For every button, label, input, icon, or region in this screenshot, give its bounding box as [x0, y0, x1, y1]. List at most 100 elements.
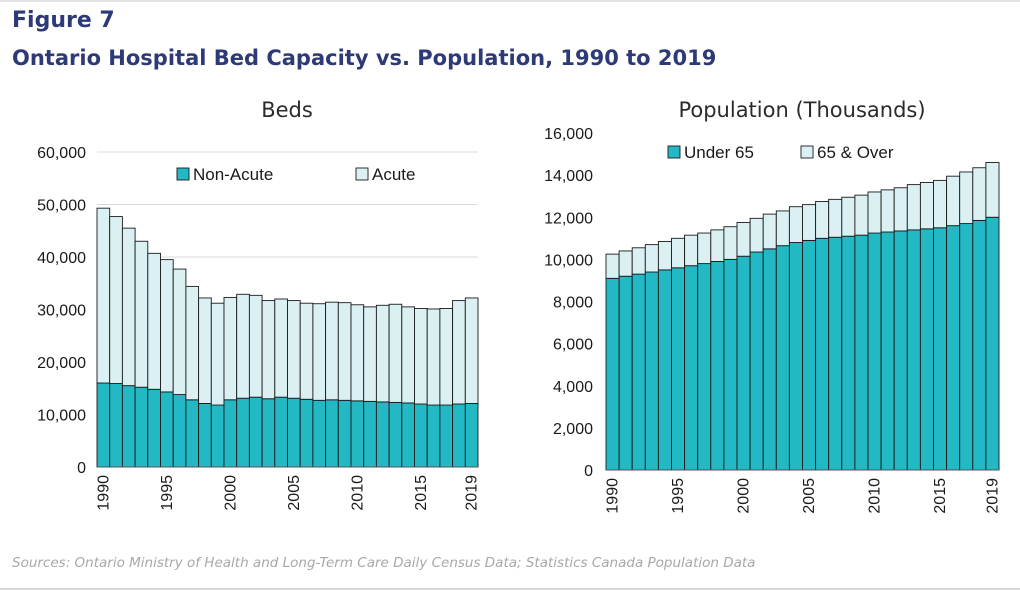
- bar-primary-2014: [919, 228, 934, 471]
- bar-secondary-1996: [172, 268, 187, 396]
- bar-secondary-2006: [299, 302, 314, 400]
- y-tick-label: 16,000: [544, 126, 593, 143]
- y-tick-label: 40,000: [37, 250, 86, 267]
- y-tick-label: 12,000: [544, 210, 593, 227]
- bar-primary-2000: [736, 255, 751, 471]
- bar-primary-2008: [841, 235, 856, 471]
- bar-primary-2019: [464, 403, 479, 468]
- figure-label: Figure 7: [12, 8, 115, 33]
- bar-secondary-2013: [388, 303, 403, 403]
- bar-secondary-1990: [605, 253, 620, 279]
- bar-secondary-1997: [185, 285, 200, 401]
- bar-primary-2007: [828, 236, 843, 471]
- bar-secondary-1998: [198, 297, 212, 404]
- bar-primary-2005: [287, 397, 301, 468]
- legend-label: Acute: [372, 165, 415, 184]
- bar-primary-2003: [261, 398, 276, 468]
- bar-primary-2006: [815, 237, 830, 471]
- bar-secondary-2012: [893, 187, 908, 232]
- bar-secondary-2007: [312, 303, 327, 401]
- bar-primary-2011: [363, 400, 377, 468]
- bar-secondary-1997: [697, 232, 712, 265]
- x-tick-label: 1990: [605, 478, 622, 514]
- bar-primary-1990: [96, 382, 111, 468]
- bar-primary-1999: [723, 258, 738, 471]
- bar-primary-2009: [337, 399, 352, 468]
- bar-primary-1992: [121, 385, 136, 468]
- bar-primary-1993: [134, 386, 149, 468]
- bar-primary-2008: [325, 399, 339, 468]
- x-tick-label: 2019: [984, 478, 1001, 514]
- x-tick-label: 2019: [464, 475, 481, 511]
- bar-primary-1992: [631, 273, 646, 471]
- bar-secondary-2004: [788, 206, 803, 243]
- bar-secondary-2009: [337, 302, 352, 401]
- bar-primary-2004: [274, 396, 288, 468]
- bar-secondary-2018: [452, 300, 466, 405]
- x-tick-label: 2015: [932, 478, 949, 514]
- bar-primary-2004: [788, 242, 803, 471]
- chart-title: Population (Thousands): [678, 98, 925, 122]
- bar-secondary-2011: [363, 306, 377, 402]
- y-tick-label: 0: [584, 463, 593, 480]
- y-tick-label: 50,000: [37, 198, 86, 215]
- bar-primary-1993: [644, 271, 659, 471]
- legend-swatch: [176, 167, 190, 181]
- bar-primary-2010: [867, 232, 882, 471]
- bar-primary-2017: [439, 404, 454, 468]
- legend-swatch: [355, 167, 369, 181]
- bar-primary-2017: [959, 223, 974, 471]
- bar-secondary-1994: [147, 252, 161, 390]
- bar-primary-2013: [906, 229, 921, 471]
- legend-label: 65 & Over: [817, 143, 894, 162]
- bar-secondary-1992: [121, 227, 136, 387]
- bar-secondary-2003: [775, 210, 790, 247]
- bar-secondary-1994: [657, 241, 672, 271]
- bar-secondary-2019: [464, 297, 479, 404]
- bar-secondary-2000: [223, 296, 238, 401]
- figure-title: Ontario Hospital Bed Capacity vs. Popula…: [12, 46, 717, 70]
- bar-primary-1991: [109, 383, 123, 468]
- legend-swatch: [800, 145, 814, 159]
- bar-primary-2011: [880, 231, 895, 471]
- bar-secondary-2002: [248, 294, 263, 398]
- chart-title: Beds: [261, 98, 313, 122]
- source-note: Sources: Ontario Ministry of Health and …: [12, 555, 756, 571]
- bar-secondary-1991: [109, 216, 123, 384]
- y-tick-label: 10,000: [544, 252, 593, 269]
- bar-primary-2002: [248, 396, 263, 468]
- bar-secondary-2001: [236, 293, 250, 399]
- bar-secondary-2015: [414, 308, 428, 405]
- bar-primary-1999: [210, 404, 225, 468]
- bar-secondary-1993: [134, 240, 149, 388]
- bar-secondary-2019: [985, 162, 1000, 218]
- bar-secondary-2011: [880, 189, 895, 233]
- bar-secondary-2008: [841, 196, 856, 237]
- bar-secondary-1993: [644, 244, 659, 273]
- bar-primary-2010: [350, 400, 365, 468]
- bar-primary-2016: [426, 404, 441, 468]
- bar-secondary-2007: [828, 198, 843, 238]
- bar-secondary-2014: [401, 306, 415, 404]
- bar-primary-1995: [160, 391, 174, 468]
- bar-primary-2018: [452, 403, 466, 468]
- x-tick-label: 2005: [286, 475, 303, 511]
- y-tick-label: 8,000: [553, 295, 593, 312]
- bar-secondary-2002: [762, 213, 777, 250]
- x-tick-label: 2000: [736, 478, 753, 514]
- bar-secondary-2012: [375, 304, 390, 403]
- bar-secondary-2010: [867, 191, 882, 234]
- bar-secondary-2005: [802, 204, 817, 241]
- bar-primary-1995: [671, 267, 686, 471]
- y-tick-label: 14,000: [544, 168, 593, 185]
- bar-secondary-2018: [972, 167, 987, 221]
- bar-secondary-2016: [426, 308, 441, 406]
- x-tick-label: 2010: [867, 478, 884, 514]
- bar-secondary-2004: [274, 298, 288, 398]
- bar-primary-1997: [185, 399, 200, 468]
- bar-secondary-1998: [710, 229, 725, 262]
- bar-primary-1996: [684, 265, 699, 471]
- bar-primary-2001: [236, 397, 250, 468]
- bar-primary-2013: [388, 401, 403, 468]
